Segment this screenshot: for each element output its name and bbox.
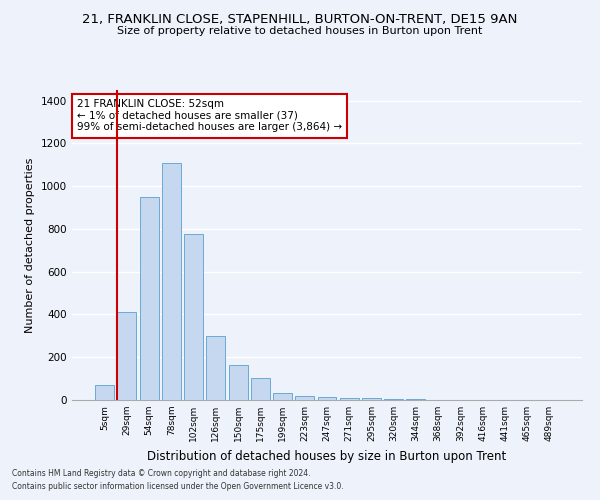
Bar (340, 398, 359, 400)
Text: Contains HM Land Registry data © Crown copyright and database right 2024.: Contains HM Land Registry data © Crown c… (12, 468, 311, 477)
Bar (317, 397, 337, 400)
X-axis label: Distribution of detached houses by size in Burton upon Trent: Distribution of detached houses by size … (148, 450, 506, 462)
Bar (251, 378, 270, 400)
Bar (273, 392, 292, 400)
Text: Size of property relative to detached houses in Burton upon Trent: Size of property relative to detached ho… (118, 26, 482, 36)
Bar (206, 336, 225, 400)
Bar (362, 398, 381, 400)
Text: Contains public sector information licensed under the Open Government Licence v3: Contains public sector information licen… (12, 482, 344, 491)
Bar (118, 312, 136, 400)
Bar (384, 399, 403, 400)
Bar (95, 385, 114, 400)
Bar (295, 396, 314, 400)
Bar (184, 234, 203, 400)
Bar (162, 162, 181, 400)
Bar (229, 364, 248, 400)
Text: 21 FRANKLIN CLOSE: 52sqm
← 1% of detached houses are smaller (37)
99% of semi-de: 21 FRANKLIN CLOSE: 52sqm ← 1% of detache… (77, 100, 342, 132)
Y-axis label: Number of detached properties: Number of detached properties (25, 158, 35, 332)
Text: 21, FRANKLIN CLOSE, STAPENHILL, BURTON-ON-TRENT, DE15 9AN: 21, FRANKLIN CLOSE, STAPENHILL, BURTON-O… (82, 12, 518, 26)
Bar (140, 197, 158, 400)
